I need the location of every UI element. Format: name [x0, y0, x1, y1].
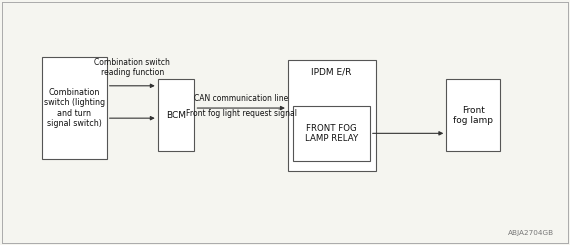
Text: Front fog light request signal: Front fog light request signal [186, 109, 296, 118]
Text: ABJA2704GB: ABJA2704GB [508, 230, 554, 236]
FancyBboxPatch shape [158, 79, 194, 151]
FancyBboxPatch shape [42, 58, 107, 159]
Text: CAN communication line: CAN communication line [194, 94, 288, 103]
FancyBboxPatch shape [446, 79, 500, 151]
FancyBboxPatch shape [288, 60, 376, 171]
Text: IPDM E/R: IPDM E/R [311, 67, 352, 76]
FancyBboxPatch shape [294, 106, 370, 161]
Text: FRONT FOG
LAMP RELAY: FRONT FOG LAMP RELAY [305, 124, 359, 143]
Text: BCM: BCM [166, 111, 186, 120]
Text: Combination switch
reading function: Combination switch reading function [94, 58, 170, 77]
Text: Combination
switch (lighting
and turn
signal switch): Combination switch (lighting and turn si… [44, 88, 105, 128]
Text: Front
fog lamp: Front fog lamp [453, 106, 493, 125]
